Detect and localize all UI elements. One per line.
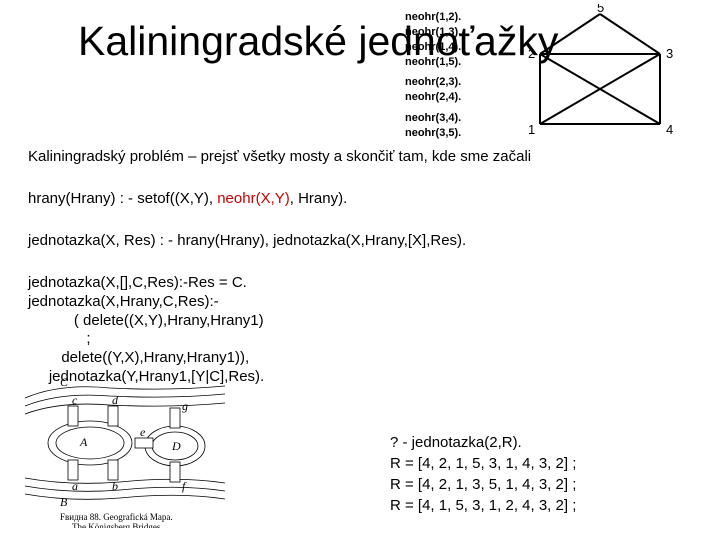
code-text: hrany(Hrany) : - setof((X,Y),: [28, 190, 217, 207]
fact: neohr(1,2).: [405, 10, 461, 25]
svg-text:3: 3: [666, 46, 673, 61]
code-line: jednotazka(X,[],C,Res):-Res = C.: [28, 274, 264, 293]
query-results: ? - jednotazka(2,R). R = [4, 2, 1, 5, 3,…: [390, 432, 576, 516]
fact: neohr(3,4).: [405, 111, 461, 126]
svg-text:4: 4: [666, 122, 673, 137]
result-line: ? - jednotazka(2,R).: [390, 432, 576, 453]
code-line: ;: [28, 330, 264, 349]
fact: neohr(1,3).: [405, 25, 461, 40]
page-title: Kaliningradské jednoťažky: [78, 18, 558, 65]
svg-text:D: D: [171, 439, 181, 453]
fact: neohr(1,5).: [405, 55, 461, 70]
svg-text:C: C: [60, 375, 69, 389]
svg-text:b: b: [112, 479, 118, 493]
svg-text:A: A: [79, 435, 88, 449]
fact: neohr(2,3).: [405, 75, 461, 90]
facts-block: neohr(1,2). neohr(1,3). neohr(1,4). neoh…: [405, 10, 461, 141]
result-line: R = [4, 2, 1, 3, 5, 1, 4, 3, 2] ;: [390, 474, 576, 495]
code-red: neohr(X,Y): [217, 190, 290, 207]
subtitle: Kaliningradský problém – prejsť všetky m…: [28, 148, 531, 167]
svg-text:f: f: [182, 479, 187, 493]
svg-text:Fвидна 88. Geografická Mapa.: Fвидна 88. Geografická Mapa.: [60, 512, 173, 522]
svg-text:2: 2: [528, 46, 535, 61]
svg-text:e: e: [140, 425, 146, 439]
code-line: jednotazka(X,Hrany,C,Res):-: [28, 293, 264, 312]
result-line: R = [4, 1, 5, 3, 1, 2, 4, 3, 2] ;: [390, 495, 576, 516]
code-text: , Hrany).: [290, 190, 348, 207]
fact: neohr(1,4).: [405, 40, 461, 55]
graph-diagram: 5 2 3 1 4: [520, 4, 690, 144]
svg-text:1: 1: [528, 122, 535, 137]
code-jedn1: jednotazka(X, Res) : - hrany(Hrany), jed…: [28, 232, 466, 251]
svg-text:d: d: [112, 393, 119, 407]
svg-text:5: 5: [597, 4, 604, 15]
fact: neohr(3,5).: [405, 126, 461, 141]
fact: neohr(2,4).: [405, 90, 461, 105]
svg-text:The Königsberg Bridges.: The Königsberg Bridges.: [72, 522, 163, 528]
code-line: ( delete((X,Y),Hrany,Hrany1): [28, 312, 264, 331]
code-hrany: hrany(Hrany) : - setof((X,Y), neohr(X,Y)…: [28, 190, 347, 209]
svg-text:c: c: [72, 393, 78, 407]
result-line: R = [4, 2, 1, 5, 3, 1, 4, 3, 2] ;: [390, 453, 576, 474]
svg-text:g: g: [182, 399, 188, 413]
svg-text:a: a: [72, 479, 78, 493]
bridges-map-illustration: C A D B c d a b e g f Fвидна 88. Geograf…: [20, 358, 230, 528]
svg-text:B: B: [60, 495, 68, 509]
